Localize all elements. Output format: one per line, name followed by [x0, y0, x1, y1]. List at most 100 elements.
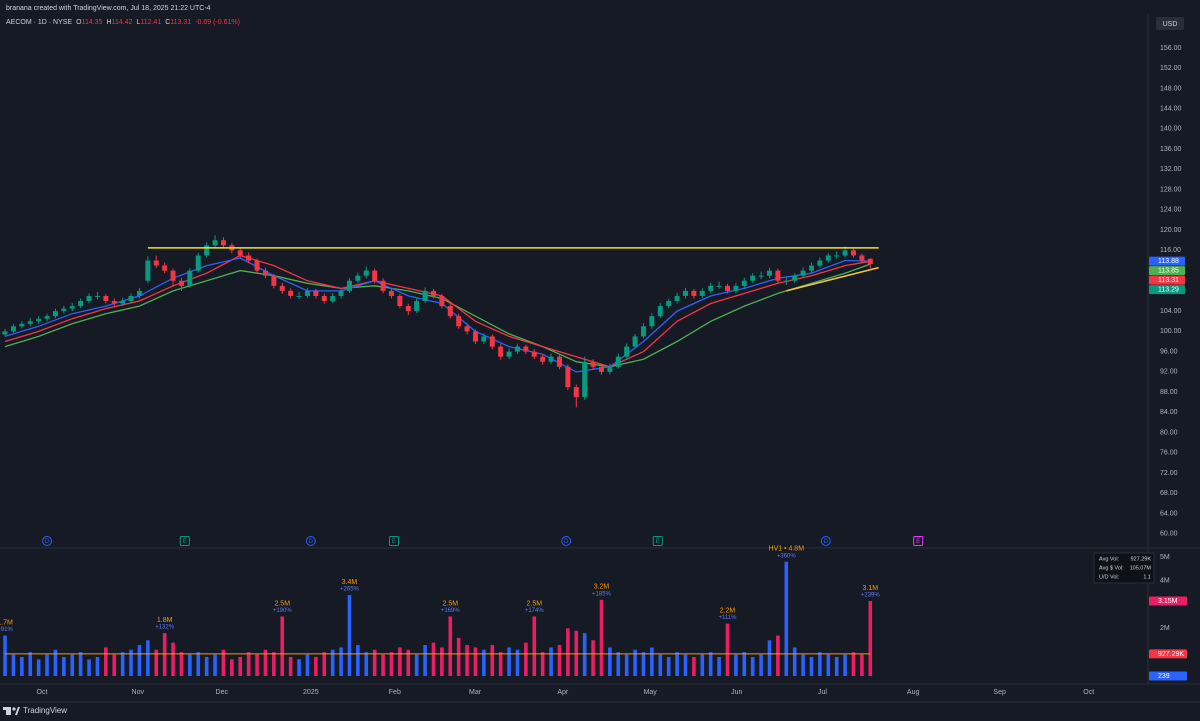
candle-body: [19, 323, 25, 327]
candle-body: [2, 331, 8, 335]
candle-body: [422, 290, 428, 302]
volume-bar: [633, 649, 637, 676]
candle-body: [128, 295, 134, 302]
volume-bar: [792, 647, 797, 676]
event-label: D: [45, 539, 50, 545]
candle-body: [36, 318, 42, 322]
volume-bar: [280, 616, 285, 676]
candle-body: [170, 270, 176, 281]
volume-bar: [431, 642, 436, 676]
currency-button[interactable]: [1156, 17, 1184, 30]
legend-key: H: [106, 19, 111, 26]
candle-body: [792, 275, 798, 281]
event-label: D: [824, 539, 829, 545]
volume-bar: [381, 654, 385, 676]
candle-body: [724, 285, 730, 291]
footer-logo: [3, 707, 20, 715]
volume-bar: [45, 654, 49, 676]
candle-body: [321, 295, 327, 302]
volume-marker: [1149, 596, 1187, 606]
price-marker: [1149, 275, 1185, 285]
candle-body: [498, 346, 504, 357]
legend-key: O: [76, 19, 82, 26]
stat-label: Avg Vol:: [1099, 556, 1120, 562]
volume-bar: [78, 652, 83, 676]
candle-body: [666, 301, 672, 307]
candle-body: [304, 290, 310, 296]
legend-value: 114.42: [112, 19, 133, 26]
currency[interactable]: USD: [1163, 21, 1178, 28]
volume-bar: [809, 656, 814, 676]
candle-body: [162, 265, 168, 271]
candle-body: [262, 270, 268, 276]
volume-bar: [490, 645, 495, 676]
volume-bar: [11, 654, 16, 676]
candle-body: [531, 351, 537, 357]
volume-bar: [473, 647, 478, 676]
volume-bar: [112, 654, 117, 676]
candle-body: [464, 326, 470, 332]
volume-bar: [801, 654, 805, 676]
volume-label: 1.7M: [0, 619, 13, 626]
volume-label: 3.1M: [863, 585, 879, 592]
volume-change-label: +265%: [340, 587, 360, 593]
volume-bar: [347, 595, 352, 676]
candle-body: [632, 336, 638, 347]
volume-tick-label: 4M: [1160, 578, 1170, 585]
volume-bar: [255, 654, 259, 676]
x-tick-label: Apr: [557, 689, 569, 696]
candle-body: [212, 240, 218, 246]
volume-bar: [650, 647, 654, 676]
volume-bar: [70, 654, 75, 676]
y-tick-label: 64.00: [1160, 510, 1178, 517]
stat-value: 1.1: [1143, 574, 1151, 580]
volume-bar: [230, 659, 234, 676]
volume-bar: [3, 635, 7, 676]
candle-body: [817, 260, 823, 266]
y-tick-label: 120.00: [1160, 227, 1182, 234]
volume-change-label: +190%: [273, 608, 293, 614]
x-tick-label: Oct: [37, 689, 48, 696]
volume-bar: [120, 652, 125, 676]
volume-bar: [818, 652, 822, 676]
x-tick-label: Aug: [907, 689, 920, 696]
volume-bar: [95, 656, 100, 676]
candle-body: [153, 260, 159, 266]
volume-marker-label: 239: [1158, 673, 1170, 680]
volume-marker-label: 3.15M: [1158, 598, 1178, 605]
candle-body: [61, 308, 67, 312]
volume-bar: [129, 649, 133, 676]
candle-body: [540, 356, 546, 362]
candle-body: [556, 356, 562, 367]
volume-bar: [339, 647, 343, 676]
volume-bar: [851, 652, 856, 676]
volume-bar: [759, 654, 763, 676]
footer-brand: TradingView: [23, 706, 67, 715]
event-label: E: [392, 539, 396, 545]
candle-body: [800, 270, 806, 276]
volume-bar: [750, 656, 755, 676]
volume-bar: [154, 649, 159, 676]
volume-bar: [683, 654, 688, 676]
volume-bar: [62, 656, 66, 676]
x-tick-label: Mar: [469, 689, 482, 696]
volume-label: 3.4M: [342, 579, 358, 586]
volume-label: 2.5M: [526, 600, 542, 607]
y-tick-label: 128.00: [1160, 186, 1182, 193]
volume-bar: [641, 652, 646, 676]
volume-bar: [372, 649, 377, 676]
volume-bar: [414, 654, 419, 676]
candle-body: [136, 290, 142, 296]
event-marker: [561, 536, 572, 546]
legend-value: 112.41: [140, 19, 161, 26]
candle-body: [237, 250, 243, 256]
price-marker: [1149, 266, 1185, 276]
x-tick-label: Feb: [389, 689, 401, 696]
x-tick-label: Jun: [731, 689, 742, 696]
candle-body: [296, 295, 302, 297]
candle-body: [330, 295, 336, 302]
volume-bar: [314, 656, 318, 676]
volume-bar: [532, 616, 537, 676]
volume-bar: [784, 561, 789, 676]
